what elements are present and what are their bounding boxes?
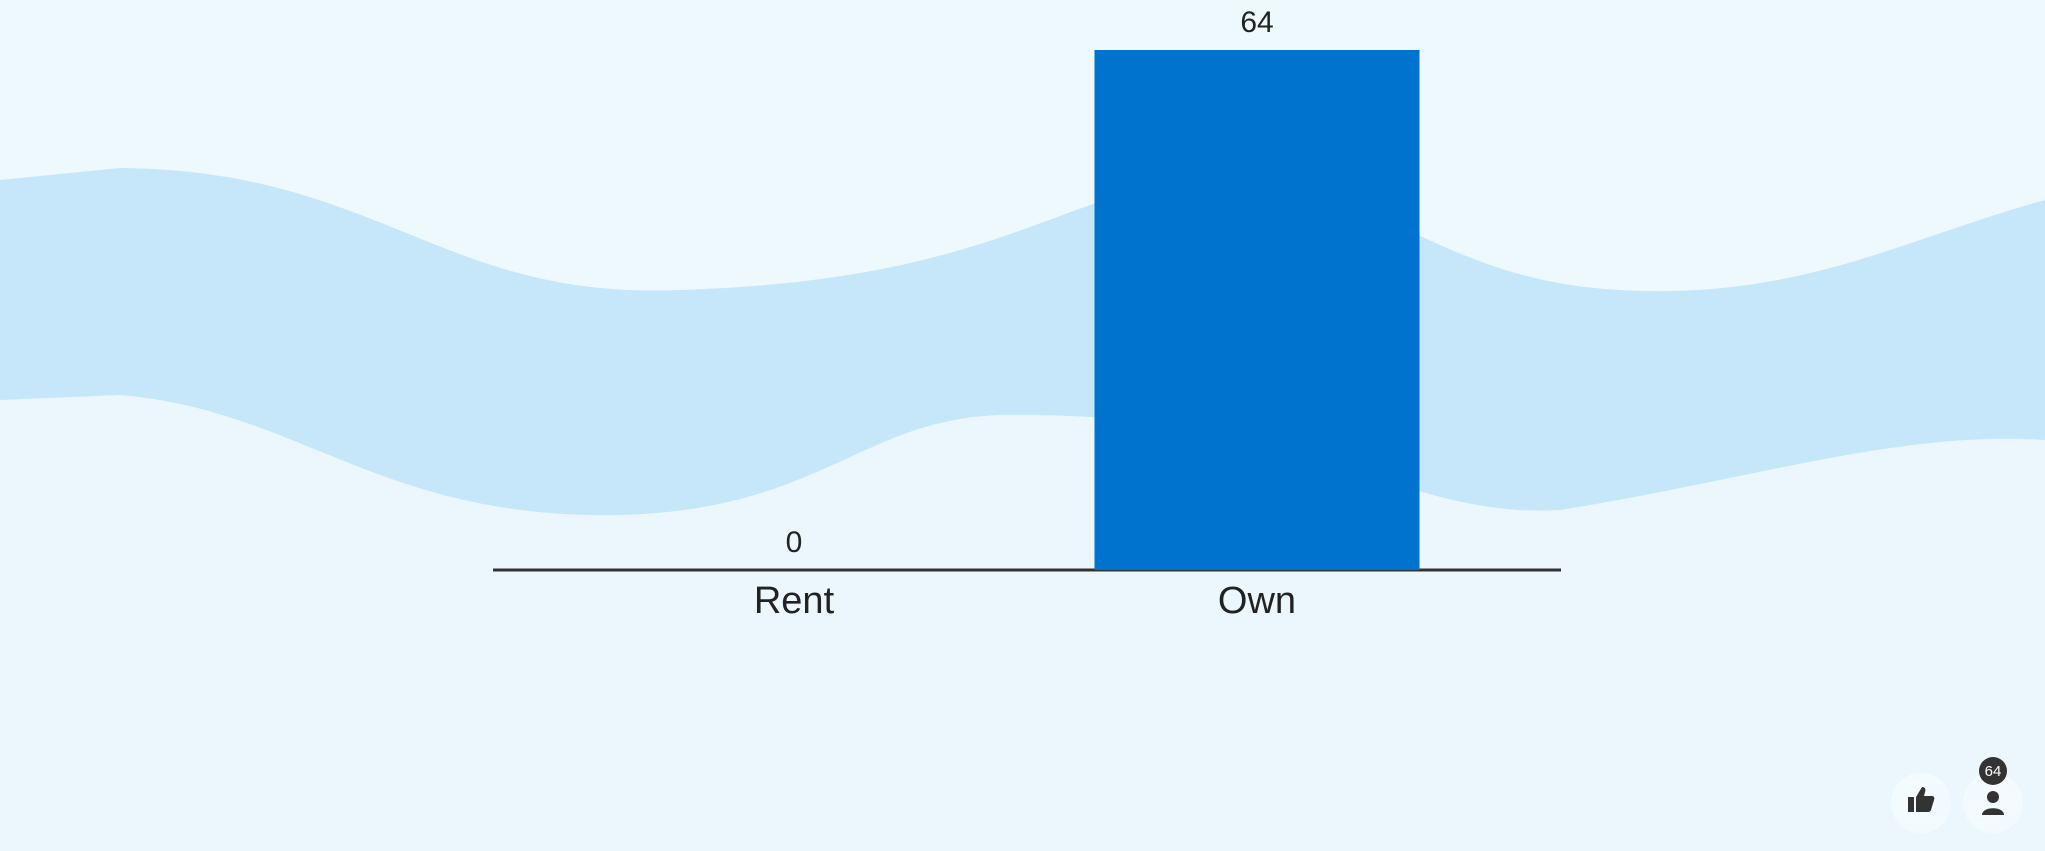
- person-icon-head: [1987, 791, 1999, 803]
- category-label: Own: [1218, 580, 1296, 622]
- wave-band: [0, 168, 2045, 516]
- value-label: 0: [786, 526, 803, 559]
- wave-top: [0, 0, 2045, 292]
- count-badge: [1979, 757, 2007, 785]
- person-icon-body: [1982, 808, 2004, 815]
- thumbs-up-icon: [1908, 787, 1935, 812]
- toolbar: 64: [1891, 757, 2023, 833]
- bar: [1094, 50, 1420, 570]
- participant-count: 64: [1985, 763, 2002, 780]
- category-label: Rent: [754, 580, 835, 622]
- value-label: 64: [1240, 6, 1273, 39]
